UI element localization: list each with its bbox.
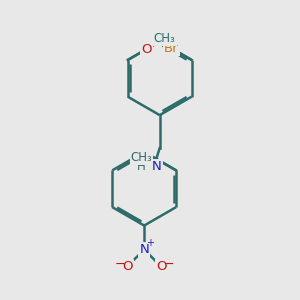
Text: −: − [164,258,174,271]
Text: O: O [141,43,152,56]
Text: H: H [136,160,146,173]
Text: CH₃: CH₃ [154,32,176,45]
Text: N: N [139,243,149,256]
Text: CH₃: CH₃ [130,151,152,164]
Text: O: O [122,260,133,273]
Text: −: − [114,258,125,271]
Text: O: O [156,260,166,273]
Text: +: + [146,238,154,248]
Text: Br: Br [164,42,179,55]
Text: N: N [152,160,162,173]
